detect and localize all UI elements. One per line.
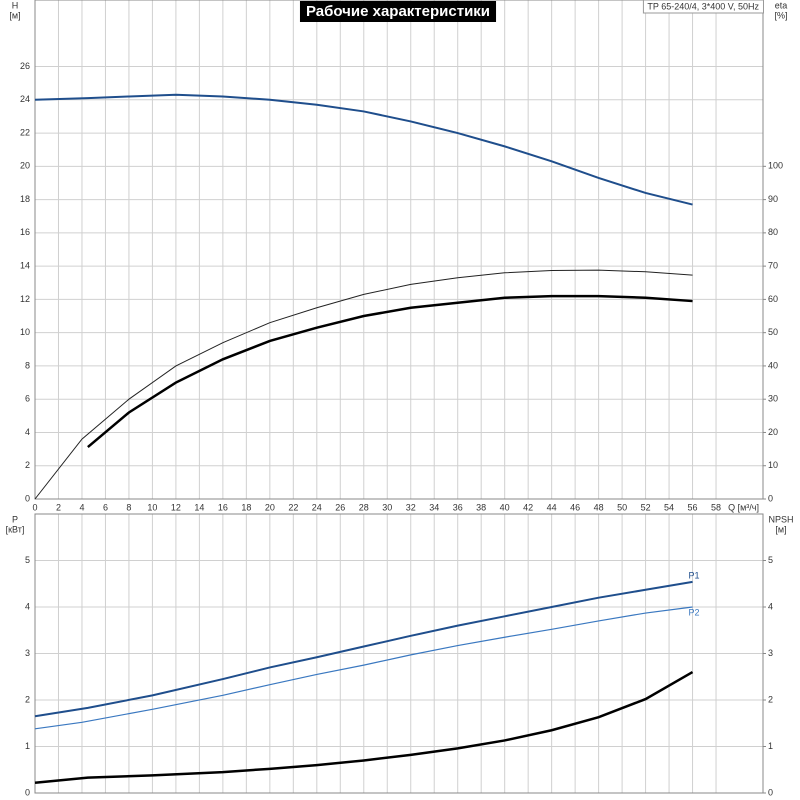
y2-tick-label: 30: [768, 394, 778, 404]
series-line: [34, 93, 693, 206]
x-tick-label: 16: [218, 502, 228, 512]
info-box: [642, 0, 764, 14]
y2-tick-label: 3: [768, 648, 773, 658]
y2-tick-label: 70: [768, 261, 778, 271]
x-tick-label: 18: [241, 502, 251, 512]
x-tick-label: 54: [664, 502, 674, 512]
y2-axis-label: eta: [775, 0, 788, 10]
y2-tick-label: 100: [768, 161, 783, 171]
x-tick-label: 52: [641, 502, 651, 512]
y-tick-label: 18: [20, 194, 30, 204]
series-line: [34, 269, 693, 500]
y-tick-label: 2: [25, 694, 30, 704]
x-tick-label: 50: [617, 502, 627, 512]
series-line: [34, 606, 693, 730]
x-tick-label: 58: [711, 502, 721, 512]
x-tick-label: 4: [79, 502, 84, 512]
series-label: P1: [689, 570, 700, 580]
x-tick-label: 12: [171, 502, 181, 512]
y2-axis-unit: [м]: [775, 524, 786, 534]
x-tick-label: 26: [335, 502, 345, 512]
x-tick-label: 38: [476, 502, 486, 512]
x-tick-label: 44: [547, 502, 557, 512]
y-tick-label: 4: [25, 427, 30, 437]
plot-frame: [34, 0, 764, 500]
x-tick-label: 40: [500, 502, 510, 512]
y2-tick-label: 10: [768, 460, 778, 470]
y-tick-label: 10: [20, 327, 30, 337]
title-box: [299, 1, 497, 22]
series-line: [87, 294, 693, 449]
y2-tick-label: 5: [768, 555, 773, 565]
x-tick-label: 8: [126, 502, 131, 512]
y2-tick-label: 80: [768, 227, 778, 237]
x-tick-label: 2: [56, 502, 61, 512]
y-tick-label: 0: [25, 493, 30, 503]
y2-tick-label: 50: [768, 327, 778, 337]
x-tick-label: 10: [147, 502, 157, 512]
x-tick-label: 30: [382, 502, 392, 512]
series-line: [34, 671, 694, 785]
x-tick-label: 20: [265, 502, 275, 512]
x-axis-label: Q [м³/ч]: [728, 502, 759, 512]
x-tick-label: 34: [429, 502, 439, 512]
chart-title: Рабочие характеристики: [306, 3, 490, 20]
y2-tick-label: 2: [768, 694, 773, 704]
y-tick-label: 6: [25, 394, 30, 404]
y-tick-label: 4: [25, 601, 30, 611]
y-axis-unit: [м]: [9, 10, 20, 20]
y-tick-label: 1: [25, 741, 30, 751]
y-tick-label: 24: [20, 94, 30, 104]
x-tick-label: 22: [288, 502, 298, 512]
x-tick-label: 48: [594, 502, 604, 512]
y2-tick-label: 0: [768, 787, 773, 797]
series-label: P2: [689, 607, 700, 617]
x-tick-label: 6: [103, 502, 108, 512]
info-text: TP 65-240/4, 3*400 V, 50Hz: [647, 1, 759, 11]
x-tick-label: 28: [359, 502, 369, 512]
y-tick-label: 2: [25, 460, 30, 470]
x-tick-label: 0: [32, 502, 37, 512]
y-tick-label: 20: [20, 161, 30, 171]
y-axis-label: H: [12, 0, 19, 10]
y-axis-label: P: [12, 514, 18, 524]
x-tick-label: 42: [523, 502, 533, 512]
y-tick-label: 5: [25, 555, 30, 565]
y2-tick-label: 60: [768, 294, 778, 304]
y-tick-label: 3: [25, 648, 30, 658]
series-line: [34, 580, 693, 718]
y-tick-label: 22: [20, 127, 30, 137]
y2-tick-label: 4: [768, 601, 773, 611]
y2-tick-label: 40: [768, 360, 778, 370]
x-tick-label: 32: [406, 502, 416, 512]
y-tick-label: 12: [20, 294, 30, 304]
x-tick-label: 36: [453, 502, 463, 512]
y-tick-label: 26: [20, 61, 30, 71]
y-tick-label: 8: [25, 360, 30, 370]
x-tick-label: 14: [194, 502, 204, 512]
x-tick-label: 56: [688, 502, 698, 512]
y2-tick-label: 20: [768, 427, 778, 437]
y-tick-label: 16: [20, 227, 30, 237]
plot-frame: [34, 513, 764, 794]
x-tick-label: 46: [570, 502, 580, 512]
y2-axis-unit: [%]: [774, 10, 787, 20]
y2-tick-label: 1: [768, 741, 773, 751]
y-tick-label: 14: [20, 261, 30, 271]
y-axis-unit: [кВт]: [6, 524, 25, 534]
y2-axis-label: NPSH: [768, 514, 793, 524]
y2-tick-label: 90: [768, 194, 778, 204]
y2-tick-label: 0: [768, 493, 773, 503]
x-tick-label: 24: [312, 502, 322, 512]
y-tick-label: 0: [25, 787, 30, 797]
